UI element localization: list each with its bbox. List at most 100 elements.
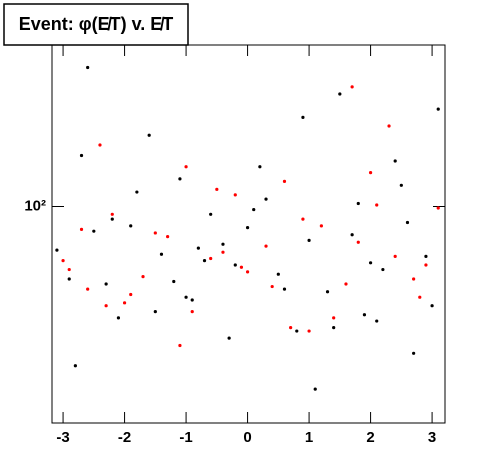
scatter-point <box>252 207 256 212</box>
scatter-point <box>233 263 237 267</box>
scatter-point <box>282 179 287 184</box>
title-box <box>3 3 189 46</box>
scatter-point <box>356 240 360 244</box>
scatter-point <box>141 275 145 279</box>
scatter-point <box>307 238 311 242</box>
scatter-point <box>110 212 114 216</box>
scatter-point <box>190 298 194 302</box>
scatter-point <box>159 252 164 256</box>
x-tick-label: 0 <box>243 429 251 446</box>
scatter-point <box>387 124 391 128</box>
scatter-point <box>332 326 336 330</box>
scatter-point <box>73 364 77 368</box>
scatter-point <box>430 304 434 308</box>
scatter-point <box>307 329 311 333</box>
scatter-point <box>301 115 305 119</box>
scatter-point <box>381 267 385 272</box>
scatter-point <box>350 85 354 89</box>
scatter-point <box>424 263 428 267</box>
scatter-point <box>110 217 114 221</box>
scatter-point <box>202 259 207 263</box>
scatter-point <box>245 226 250 230</box>
scatter-point <box>147 133 151 137</box>
scatter-point <box>325 290 330 294</box>
scatter-point <box>209 212 213 216</box>
scatter-point <box>412 277 416 281</box>
scatter-point <box>276 272 280 276</box>
scatter-point <box>412 351 416 355</box>
x-tick-label: -2 <box>118 429 131 446</box>
scatter-point <box>239 265 244 269</box>
scatter-point <box>270 284 274 289</box>
x-tick-label: -1 <box>179 429 192 446</box>
scatter-point <box>424 254 428 258</box>
scatter-point <box>104 282 108 286</box>
scatter-point <box>258 165 262 169</box>
chart-title: Event: φ(E̸T) v. E̸T <box>19 14 174 34</box>
scatter-point <box>245 270 250 274</box>
x-tick-label: 3 <box>428 429 436 446</box>
scatter-point <box>362 313 367 317</box>
scatter-point <box>79 153 84 158</box>
scatter-point <box>319 224 323 228</box>
scatter-point <box>221 242 225 246</box>
scatter-point <box>338 92 342 96</box>
scatter-point <box>67 277 71 281</box>
x-tick-label: 1 <box>305 429 313 446</box>
scatter-point <box>178 177 182 181</box>
plot-frame <box>51 44 446 424</box>
scatter-point <box>153 231 157 235</box>
scatter-point <box>301 217 305 221</box>
scatter-point <box>436 206 440 210</box>
y-tick-label: 10² <box>24 197 46 214</box>
scatter-point <box>264 197 268 201</box>
scatter-point <box>375 203 379 207</box>
scatter-point <box>196 246 200 250</box>
scatter-point <box>67 267 71 272</box>
x-tick-label: -3 <box>56 429 69 446</box>
scatter-point <box>233 193 237 197</box>
scatter-point <box>166 235 170 239</box>
scatter-point <box>129 224 133 228</box>
scatter-point <box>178 343 182 348</box>
scatter-point <box>86 65 90 70</box>
scatter-point <box>98 143 102 147</box>
scatter-point <box>61 259 65 263</box>
scatter-point <box>184 295 188 299</box>
scatter-point <box>344 282 348 286</box>
scatter-point <box>184 165 188 169</box>
scatter-point <box>289 326 293 330</box>
scatter-point <box>92 229 96 233</box>
scatter-point <box>368 171 373 175</box>
scatter-point <box>405 220 410 225</box>
scatter-point <box>356 201 360 206</box>
scatter-point <box>393 159 397 163</box>
scatter-point <box>129 292 133 297</box>
scatter-point <box>55 248 59 252</box>
scatter-point <box>264 244 268 248</box>
scatter-point <box>282 287 287 291</box>
scatter-point <box>172 279 176 284</box>
scatter-point <box>86 287 90 291</box>
scatter-point <box>295 329 299 333</box>
scatter-point <box>153 310 157 314</box>
scatter-point <box>221 250 225 254</box>
scatter-point <box>368 261 373 265</box>
scatter-point <box>418 295 422 299</box>
scatter-point <box>209 256 213 261</box>
scatter-point <box>122 301 127 305</box>
scatter-point <box>350 233 354 237</box>
scatter-point <box>375 319 379 323</box>
scatter-point <box>215 187 219 191</box>
x-tick-label: 2 <box>366 429 374 446</box>
scatter-point <box>393 254 397 258</box>
scatter-point <box>79 227 84 231</box>
scatter-point <box>313 387 317 391</box>
scatter-point <box>190 310 194 314</box>
scatter-point <box>332 316 336 320</box>
scatter-point <box>436 107 440 111</box>
scatter-point <box>116 316 121 320</box>
scatter-point <box>227 336 231 340</box>
scatter-point <box>135 190 139 194</box>
